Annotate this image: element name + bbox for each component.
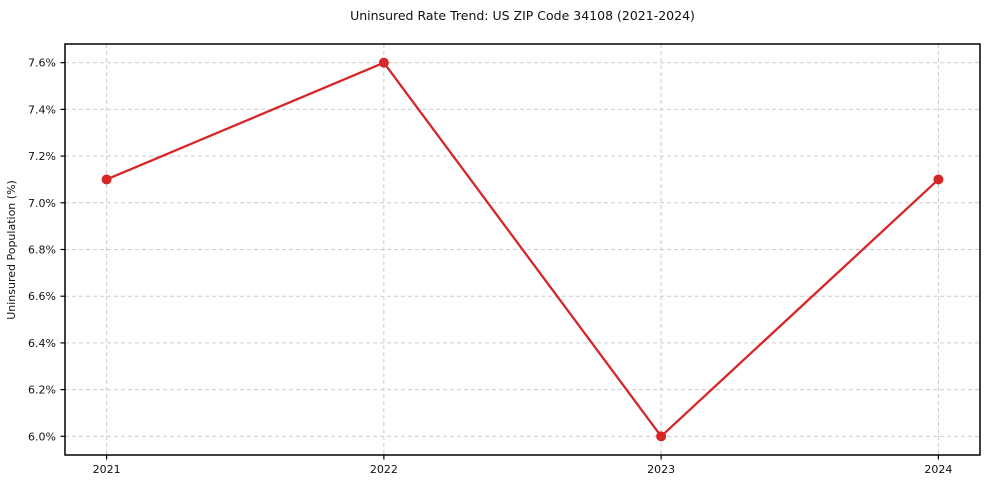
x-tick-label: 2021 [93,463,121,476]
data-point-marker [656,431,667,442]
x-tick-label: 2022 [370,463,398,476]
plot-border [64,43,981,456]
y-tick-label: 7.4% [28,103,56,116]
y-axis-label: Uninsured Population (%) [5,180,18,320]
y-tick-label: 6.8% [28,244,56,257]
y-tick-label: 6.6% [28,290,56,303]
plot-area: 6.0% 6.2% 6.4% 6.6% 6.8% 7.0% 7.2% 7.4% 7.6% 2021… [28,43,981,476]
data-point-marker [101,174,112,185]
y-tick-label: 6.0% [28,430,56,443]
y-tick-label: 6.2% [28,384,56,397]
y-tick-label: 7.2% [28,150,56,163]
x-tick-label: 2024 [924,463,952,476]
x-tick-label: 2023 [647,463,675,476]
y-tick-label: 6.4% [28,337,56,350]
data-point-marker [933,174,944,185]
y-tick-label: 7.0% [28,197,56,210]
chart-title: Uninsured Rate Trend: US ZIP Code 34108 … [350,8,695,23]
series-line [105,61,940,438]
y-tick-label: 7.6% [28,57,56,70]
data-point-marker [378,57,389,68]
